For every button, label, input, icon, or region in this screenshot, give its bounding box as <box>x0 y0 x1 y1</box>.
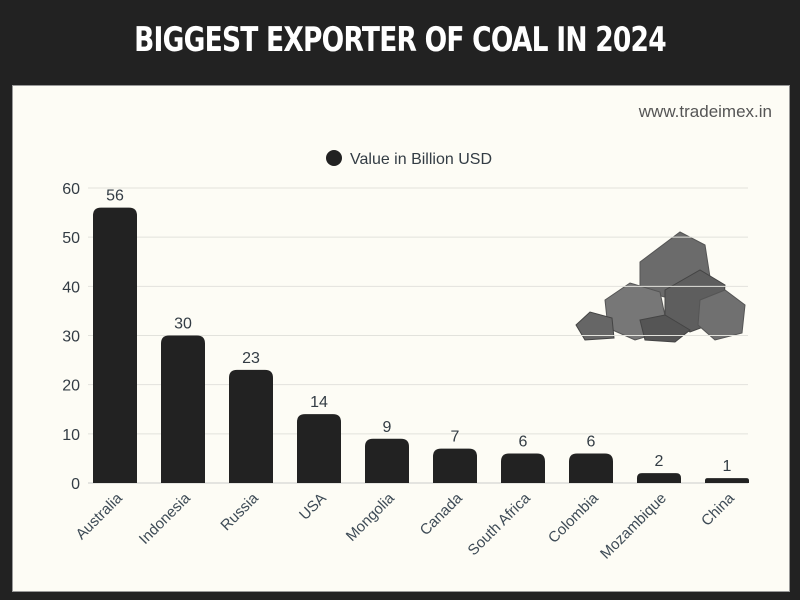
chart-title: BIGGEST EXPORTER OF COAL IN 2024 <box>134 20 667 60</box>
data-label: 30 <box>174 316 192 333</box>
y-tick-label: 10 <box>62 427 80 444</box>
y-tick-label: 50 <box>62 230 80 247</box>
bar-china <box>705 478 749 483</box>
data-label: 1 <box>723 458 732 475</box>
x-tick-label: Colombia <box>545 489 602 546</box>
data-label: 9 <box>383 419 392 436</box>
bar-usa <box>297 414 341 483</box>
y-tick-label: 20 <box>62 378 80 395</box>
x-tick-label: Russia <box>217 489 262 534</box>
x-tick-label: Australia <box>73 489 127 543</box>
bar-canada <box>433 448 477 483</box>
bar-colombia <box>569 453 613 483</box>
y-tick-label: 0 <box>71 476 80 493</box>
data-label: 6 <box>519 434 528 451</box>
data-label: 56 <box>106 188 124 205</box>
x-tick-label: Mozambique <box>597 490 670 563</box>
bar-south-africa <box>501 453 545 483</box>
y-tick-label: 60 <box>62 181 80 198</box>
data-label: 23 <box>242 350 260 367</box>
bar-australia <box>93 207 137 483</box>
x-tick-label: Mongolia <box>343 489 399 545</box>
x-tick-label: China <box>698 489 738 529</box>
data-label: 7 <box>451 429 460 446</box>
data-label: 6 <box>587 434 596 451</box>
data-label: 14 <box>310 394 328 411</box>
x-tick-label: South Africa <box>465 489 535 559</box>
x-tick-label: USA <box>296 490 330 524</box>
x-tick-label: Indonesia <box>136 489 194 547</box>
bar-indonesia <box>161 335 205 483</box>
legend-label: Value in Billion USD <box>350 151 492 168</box>
legend-marker <box>326 150 342 166</box>
watermark: www.tradeimex.in <box>638 102 772 121</box>
data-label: 2 <box>655 453 664 470</box>
y-tick-label: 30 <box>62 329 80 346</box>
y-tick-label: 40 <box>62 279 80 296</box>
coal-illustration <box>575 231 746 343</box>
legend: Value in Billion USD <box>326 150 492 168</box>
bar-russia <box>229 369 273 483</box>
bar-mozambique <box>637 473 681 483</box>
bar-mongolia <box>365 438 409 483</box>
x-tick-label: Canada <box>417 489 467 539</box>
